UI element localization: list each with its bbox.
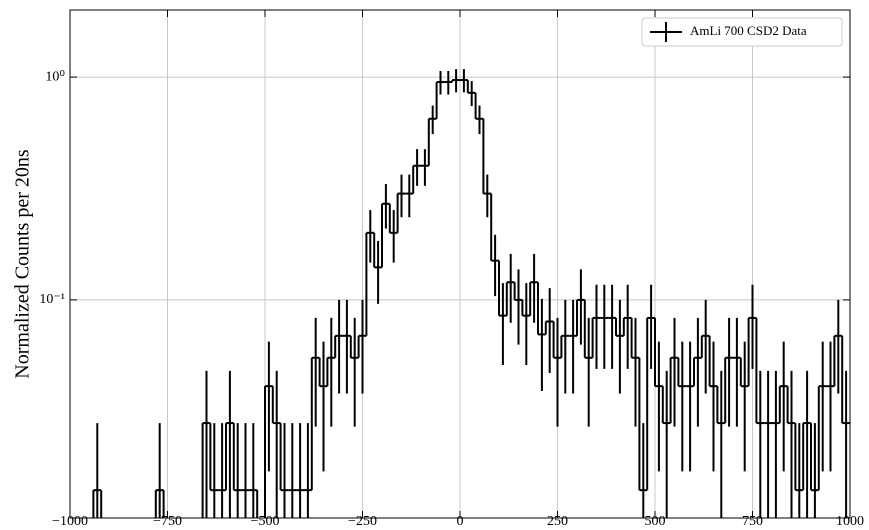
x-tick-label: 250	[547, 514, 568, 529]
x-tick-label: 500	[645, 514, 666, 529]
plot-area	[70, 10, 850, 518]
x-tick-label: −500	[251, 514, 280, 529]
y-tick-label: 10⁻¹	[39, 292, 65, 307]
legend-label: AmLi 700 CSD2 Data	[690, 23, 807, 38]
x-tick-label: 1000	[836, 514, 864, 529]
x-tick-label: −750	[153, 514, 182, 529]
x-tick-label: 0	[457, 514, 464, 529]
y-tick-label: 10⁰	[45, 69, 65, 84]
x-tick-label: −1000	[52, 514, 88, 529]
y-axis-label: Normalized Counts per 20ns	[12, 149, 34, 379]
x-tick-label: 750	[742, 514, 763, 529]
x-tick-label: −250	[348, 514, 377, 529]
legend-box	[641, 17, 843, 47]
